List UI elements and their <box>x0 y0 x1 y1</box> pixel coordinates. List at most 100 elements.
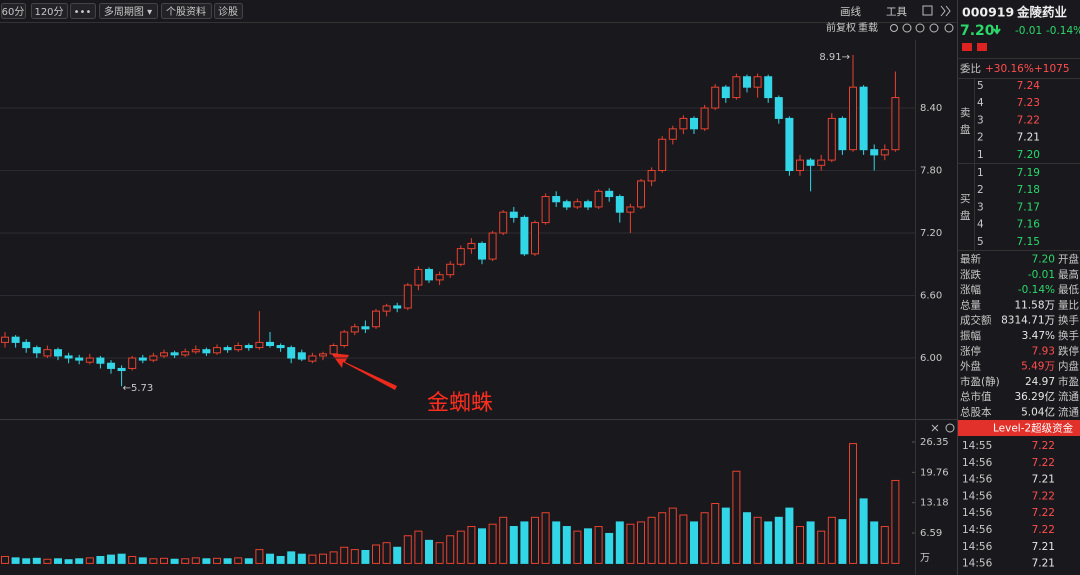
lock-icon[interactable] <box>890 24 898 32</box>
volume-bar <box>700 512 709 564</box>
volume-bar <box>276 555 285 564</box>
flag-cn <box>962 43 972 51</box>
collapse-icon[interactable] <box>940 5 951 17</box>
chart-option[interactable]: 重载 <box>858 21 878 34</box>
stat-value: 11.58万 <box>1014 299 1055 311</box>
price-change-pct: -0.14% <box>1046 25 1080 37</box>
candle-body <box>170 352 179 356</box>
candle-body <box>117 367 126 372</box>
book-level: 3 <box>977 201 984 213</box>
volume-bar <box>637 521 645 564</box>
unit-label: 万 <box>920 553 930 564</box>
stock-name: 金陵药业 <box>1016 5 1068 20</box>
toolbar-button[interactable] <box>70 3 96 19</box>
candle-body <box>160 352 168 357</box>
volume-bar <box>605 532 614 564</box>
candle-body <box>711 86 720 109</box>
book-level: 4 <box>977 97 984 109</box>
volume-bar <box>478 528 486 564</box>
volume-bar <box>287 551 296 564</box>
candle-body <box>456 248 465 265</box>
stat-label-right: 最高 <box>1058 268 1079 281</box>
high-annotation: 8.91→ <box>819 52 850 63</box>
stat-label: 涨停 <box>960 344 981 357</box>
book-side: 卖 <box>960 107 971 119</box>
stat-label: 涨幅 <box>960 283 981 296</box>
y-tick-label: 7.80 <box>920 166 942 177</box>
toolbar-button[interactable] <box>1 3 26 19</box>
down-arrow <box>993 25 1001 35</box>
volume-bar <box>308 554 317 564</box>
trade-time: 14:56 <box>962 558 993 570</box>
book-side: 买 <box>960 193 971 205</box>
candle-body <box>181 351 190 356</box>
candle-body <box>541 196 550 224</box>
volume-bar <box>838 519 847 564</box>
book-level: 2 <box>977 184 984 196</box>
stat-value: 8314.71万 <box>1001 315 1055 327</box>
candle-body <box>615 196 624 213</box>
zoom-out-icon[interactable] <box>929 23 939 33</box>
back-icon[interactable] <box>902 23 912 33</box>
zoom-in-icon[interactable] <box>915 23 925 33</box>
volume-bar <box>562 526 571 564</box>
settings-icon[interactable] <box>944 23 954 33</box>
volume-bar <box>817 530 826 564</box>
candle-body <box>509 211 518 218</box>
y-tick-label: 13.18 <box>920 498 949 509</box>
toolbar-tool[interactable]: 画线 <box>840 5 861 18</box>
candle-body <box>700 107 709 130</box>
candle-body <box>75 357 84 361</box>
volume-bar <box>234 557 243 564</box>
volume-bar <box>690 521 698 564</box>
candle-body <box>255 341 264 349</box>
volume-bar <box>297 553 306 564</box>
volume-bar <box>43 558 52 564</box>
stat-value: 7.93 <box>1032 345 1055 357</box>
close-icon[interactable] <box>931 424 939 432</box>
volume-bar <box>658 512 667 564</box>
volume-bar <box>499 516 508 564</box>
trade-time: 14:56 <box>962 457 993 469</box>
candle-body <box>764 76 773 99</box>
y-tick-label: 7.20 <box>920 228 942 239</box>
candle-body <box>425 268 433 281</box>
volume-bar <box>849 443 857 564</box>
candle-body <box>870 149 879 156</box>
trade-price: 7.22 <box>1032 490 1055 502</box>
candle-body <box>806 159 815 166</box>
volume-bar <box>255 549 264 564</box>
candle-body <box>202 349 211 354</box>
ratio: +30.16% <box>985 63 1034 75</box>
fullscreen-icon[interactable] <box>922 5 933 16</box>
book-price: 7.22 <box>1017 114 1040 126</box>
candle-body <box>213 347 221 354</box>
toolbar-button[interactable] <box>214 3 243 19</box>
volume-bar <box>668 507 677 564</box>
volume-bar <box>785 507 794 564</box>
stat-value: 36.29亿 <box>1014 390 1055 403</box>
candle-body <box>647 170 656 182</box>
volume-bar <box>64 559 73 564</box>
vol-settings-icon[interactable] <box>945 423 955 433</box>
chart-option[interactable]: 前复权 <box>826 21 856 34</box>
stat-label: 振幅 <box>960 329 981 342</box>
volume-bar <box>425 539 433 564</box>
candle-body <box>753 76 762 88</box>
toolbar-button[interactable] <box>31 3 68 19</box>
candle-body <box>287 347 296 359</box>
volume-bar <box>594 526 603 564</box>
candle-body <box>796 159 804 172</box>
volume-bar <box>32 557 41 564</box>
trade-time: 14:55 <box>962 440 992 452</box>
volume-bar <box>679 514 688 564</box>
toolbar-tool[interactable]: 工具 <box>886 6 907 18</box>
toolbar-button[interactable] <box>99 3 158 19</box>
stat-label-right: 最低 <box>1058 283 1080 296</box>
volume-bar <box>573 530 582 564</box>
level2-bar[interactable] <box>958 420 1080 436</box>
toolbar-button[interactable] <box>161 3 212 19</box>
candle-body <box>838 117 847 151</box>
